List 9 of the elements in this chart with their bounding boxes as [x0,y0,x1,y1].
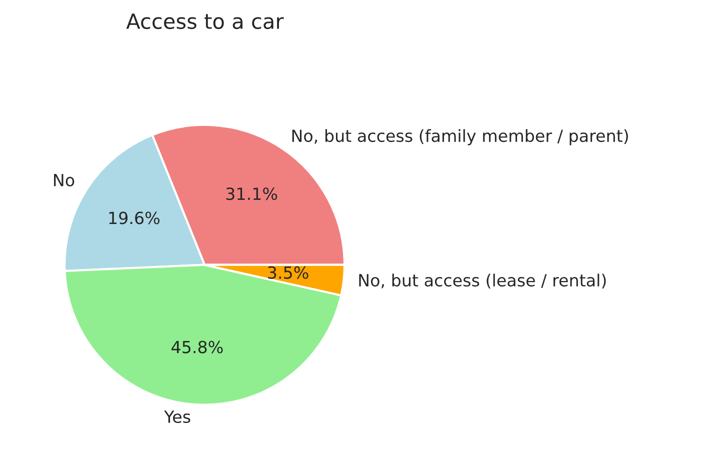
chart-title: Access to a car [126,14,284,30]
slice-label: No [54,174,74,186]
slice-label: Yes [164,410,190,424]
data-label: 3.5% [268,266,308,279]
slice-label: No, but access (lease / rental) [359,274,606,289]
data-label: 31.1% [226,187,278,200]
data-label: 45.8% [172,340,223,354]
slice-label: No, but access (family member / parent) [292,129,628,146]
data-label: 19.6% [109,212,160,224]
